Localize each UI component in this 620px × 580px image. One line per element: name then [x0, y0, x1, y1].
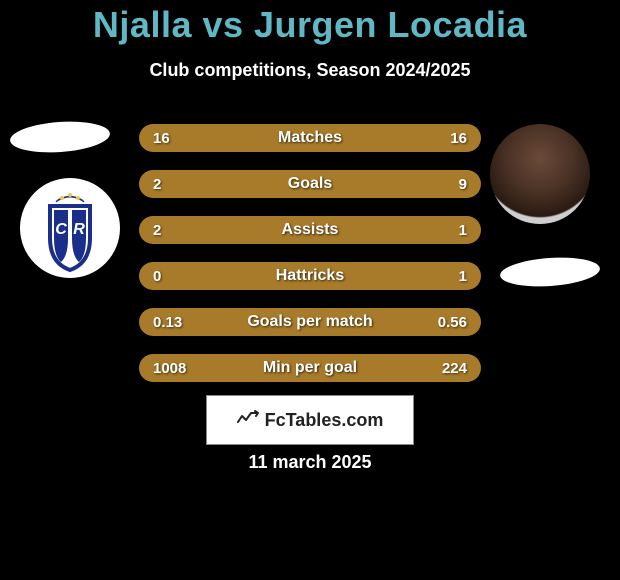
stats-table: 16Matches16 2Goals9 2Assists1 0Hattricks1 0.… [139, 124, 481, 400]
stat-right-value: 9 [459, 176, 467, 193]
stat-right-value: 0.56 [438, 314, 467, 331]
stat-label: Min per goal [139, 359, 481, 377]
stat-label: Goals [139, 175, 481, 193]
stat-label: Goals per match [139, 313, 481, 331]
stat-row: 2Assists1 [139, 216, 481, 244]
club-crest-icon: C R [20, 178, 120, 278]
stat-right-value: 1 [459, 222, 467, 239]
subtitle: Club competitions, Season 2024/2025 [0, 60, 620, 81]
left-placeholder-ellipse [9, 119, 111, 156]
date-label: 11 march 2025 [0, 452, 620, 473]
page-title: Njalla vs Jurgen Locadia [0, 4, 620, 46]
stat-label: Assists [139, 221, 481, 239]
svg-text:R: R [73, 221, 85, 238]
stat-row: 2Goals9 [139, 170, 481, 198]
stat-row: 0.13Goals per match0.56 [139, 308, 481, 336]
stat-label: Matches [139, 129, 481, 147]
comparison-infographic: Njalla vs Jurgen Locadia Club competitio… [0, 0, 620, 580]
svg-text:C: C [55, 221, 67, 238]
stat-right-value: 16 [450, 130, 467, 147]
right-player-photo [490, 124, 590, 224]
branding-label: FcTables.com [265, 410, 384, 431]
right-placeholder-ellipse [499, 255, 601, 290]
stat-row: 1008Min per goal224 [139, 354, 481, 382]
stat-row: 0Hattricks1 [139, 262, 481, 290]
stat-label: Hattricks [139, 267, 481, 285]
branding-icon [237, 410, 259, 431]
left-club-badge: C R [20, 178, 120, 278]
stat-row: 16Matches16 [139, 124, 481, 152]
stat-right-value: 1 [459, 268, 467, 285]
branding-footer: FcTables.com [206, 395, 414, 445]
stat-right-value: 224 [442, 360, 467, 377]
